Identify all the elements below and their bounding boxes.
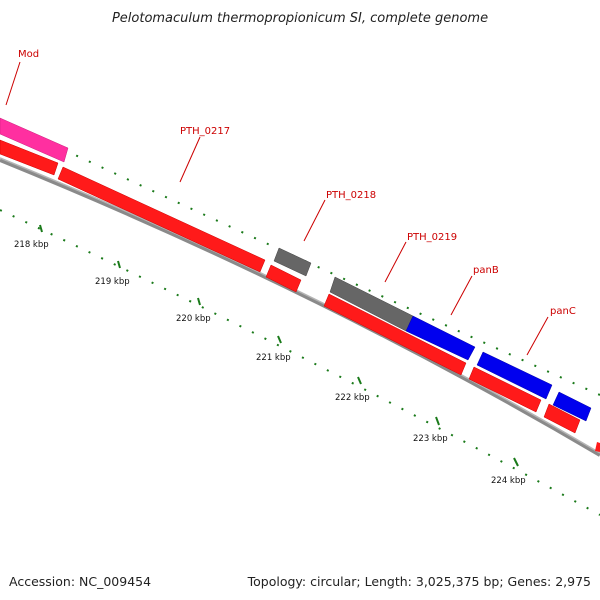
genome-summary-text: Topology: circular; Length: 3,025,375 bp… xyxy=(247,574,591,589)
gene-label-mod: Mod xyxy=(18,49,39,60)
tick-label-223: 223 kbp xyxy=(413,434,448,444)
tick-mark-218 xyxy=(39,224,43,233)
tick-label-219: 219 kbp xyxy=(95,277,130,287)
pth0218-cds-arrow[interactable] xyxy=(265,264,302,293)
accession-text: Accession: NC_009454 xyxy=(9,574,151,589)
next-gene-block-blue[interactable] xyxy=(552,391,592,422)
cds-arrow-1[interactable] xyxy=(0,139,59,176)
pth0219-cds-arrow[interactable] xyxy=(323,293,467,376)
panc-gene-block[interactable] xyxy=(476,351,553,400)
tick-mark-224 xyxy=(513,457,519,467)
genome-backbone xyxy=(0,158,600,457)
tick-mark-222 xyxy=(357,376,362,385)
tick-mark-223 xyxy=(435,416,440,426)
gene-label-panc: panC xyxy=(550,306,576,317)
panc-cds-arrow[interactable] xyxy=(543,403,581,434)
mod-gene-block[interactable] xyxy=(0,117,69,163)
panb-leader-line xyxy=(450,275,473,316)
pth0217-leader-line xyxy=(179,136,201,183)
tick-mark-221 xyxy=(277,335,282,344)
tick-label-220: 220 kbp xyxy=(176,314,211,324)
panc-leader-line xyxy=(526,316,549,356)
mod-leader-line xyxy=(5,61,21,106)
edge-cds-arrow[interactable] xyxy=(595,442,600,452)
pth0219-leader-line xyxy=(384,241,407,283)
gene-label-panb: panB xyxy=(473,265,499,276)
pth0218-leader-line xyxy=(303,199,326,242)
panb-gene-block[interactable] xyxy=(405,315,476,361)
tick-label-221: 221 kbp xyxy=(256,353,291,363)
tick-label-218: 218 kbp xyxy=(14,240,49,250)
tick-label-222: 222 kbp xyxy=(335,393,370,403)
outer-tick-track xyxy=(0,119,600,396)
gene-label-pth0218: PTH_0218 xyxy=(326,190,376,201)
pth0218-gene-block[interactable] xyxy=(273,247,312,277)
inner-tick-track xyxy=(0,209,600,516)
gene-label-pth0219: PTH_0219 xyxy=(407,232,457,243)
tick-mark-220 xyxy=(197,297,201,306)
tick-label-224: 224 kbp xyxy=(491,476,526,486)
tick-mark-219 xyxy=(117,260,121,269)
map-title: Pelotomaculum thermopropionicum SI, comp… xyxy=(112,11,488,26)
pth0217-cds-arrow[interactable] xyxy=(57,166,266,273)
gene-label-pth0217: PTH_0217 xyxy=(180,126,230,137)
panb-cds-arrow[interactable] xyxy=(468,366,542,413)
